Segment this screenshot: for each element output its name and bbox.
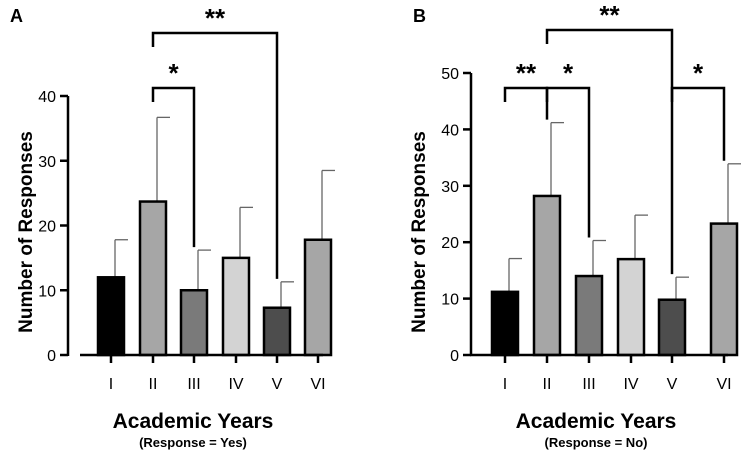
bar — [574, 274, 604, 357]
y-tick-label: 10 — [441, 292, 459, 309]
x-tick-label: V — [667, 376, 678, 393]
x-tick-label: IV — [623, 376, 638, 393]
y-tick-label: 50 — [441, 66, 459, 83]
y-tick-label: 30 — [38, 154, 56, 171]
x-tick-label: I — [109, 376, 113, 393]
x-tick-label: VI — [310, 376, 325, 393]
panel-letter: B — [413, 6, 426, 26]
significance-stars: ** — [599, 0, 620, 30]
bar — [96, 276, 126, 357]
significance-stars: * — [693, 58, 704, 88]
significance-stars: ** — [516, 58, 537, 88]
bar — [179, 289, 209, 357]
x-tick-label: VI — [716, 376, 731, 393]
x-tick-label: I — [503, 376, 507, 393]
bar — [709, 222, 739, 357]
significance-bracket — [545, 28, 674, 275]
significance-bracket — [670, 86, 726, 161]
y-axis-label: Number of Responses — [16, 131, 37, 333]
y-tick-label: 20 — [441, 235, 459, 252]
y-tick-label: 30 — [441, 179, 459, 196]
x-tick-label: III — [582, 376, 595, 393]
bar — [262, 306, 292, 357]
x-tick-label: IV — [228, 376, 243, 393]
x-tick-label: II — [543, 376, 552, 393]
x-axis-sublabel: (Response = No) — [545, 435, 648, 450]
significance-stars: * — [563, 58, 574, 88]
x-axis-label: Academic Years — [113, 410, 274, 433]
bar — [221, 256, 251, 357]
x-tick-label: II — [149, 376, 158, 393]
y-tick-label: 10 — [38, 283, 56, 300]
x-tick-label: III — [187, 376, 200, 393]
bar — [616, 257, 646, 357]
y-tick-label: 40 — [38, 89, 56, 106]
panel-letter: A — [10, 6, 23, 26]
bar — [303, 238, 333, 357]
significance-stars: ** — [205, 3, 226, 33]
y-tick-label: 40 — [441, 122, 459, 139]
significance-bracket — [503, 86, 549, 120]
y-tick-label: 0 — [47, 348, 56, 365]
significance-bracket — [545, 86, 591, 238]
x-axis-sublabel: (Response = Yes) — [139, 435, 247, 450]
x-tick-label: V — [272, 376, 283, 393]
significance-bracket — [151, 31, 279, 279]
y-tick-label: 20 — [38, 219, 56, 236]
bar — [532, 194, 562, 357]
significance-bracket — [151, 86, 196, 248]
bar — [490, 290, 520, 357]
x-axis-label: Academic Years — [516, 410, 677, 433]
y-axis-label: Number of Responses — [409, 131, 430, 333]
y-tick-label: 0 — [450, 348, 459, 365]
significance-stars: * — [168, 58, 179, 88]
bar — [138, 200, 168, 357]
bar — [657, 298, 687, 357]
